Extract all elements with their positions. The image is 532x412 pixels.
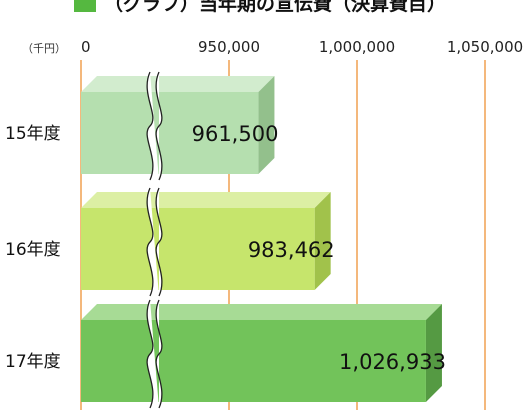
x-tick-label: 0 [81, 38, 91, 56]
bar: 983,462 [81, 187, 335, 297]
bar-side-face [314, 192, 331, 290]
bar-side-face [258, 76, 275, 174]
bar-front-face [81, 320, 426, 402]
bar-value-label: 1,026,933 [339, 350, 446, 374]
category-labels: 15年度 16年度 17年度 [5, 124, 61, 372]
chart-title: （グラフ）当年期の宣伝費（決算費目） [74, 0, 446, 15]
x-tick-label: 1,050,000 [447, 38, 523, 56]
x-axis-ticks: 0 950,000 1,000,000 1,050,000 [81, 38, 523, 56]
axis-break-line [146, 71, 154, 181]
bar-value-label: 961,500 [192, 122, 279, 146]
bar-front-face [81, 92, 259, 174]
axis-break-line [155, 187, 163, 297]
x-tick-label: 1,000,000 [319, 38, 395, 56]
bar-top-face [81, 76, 275, 92]
bar-top-face [81, 192, 331, 208]
axis-break-line [146, 187, 154, 297]
unit-label: （千円） [22, 42, 66, 55]
bar: 961,500 [81, 71, 279, 181]
category-label: 17年度 [5, 352, 61, 372]
axis-break-line [155, 71, 163, 181]
axis-break-line [155, 299, 163, 409]
bar: 1,026,933 [81, 299, 446, 409]
axis-break-line [146, 299, 154, 409]
category-label: 15年度 [5, 124, 61, 144]
bar-value-label: 983,462 [248, 238, 335, 262]
category-label: 16年度 [5, 240, 61, 260]
bar-front-face [81, 208, 315, 290]
bar-side-face [425, 304, 442, 402]
chart-title-text: （グラフ）当年期の宣伝費（決算費目） [104, 0, 446, 15]
bar-top-face [81, 304, 442, 320]
title-color-square [74, 0, 96, 12]
x-tick-label: 950,000 [198, 38, 260, 56]
bars: 961,500 983,462 1,026,933 [81, 71, 446, 409]
